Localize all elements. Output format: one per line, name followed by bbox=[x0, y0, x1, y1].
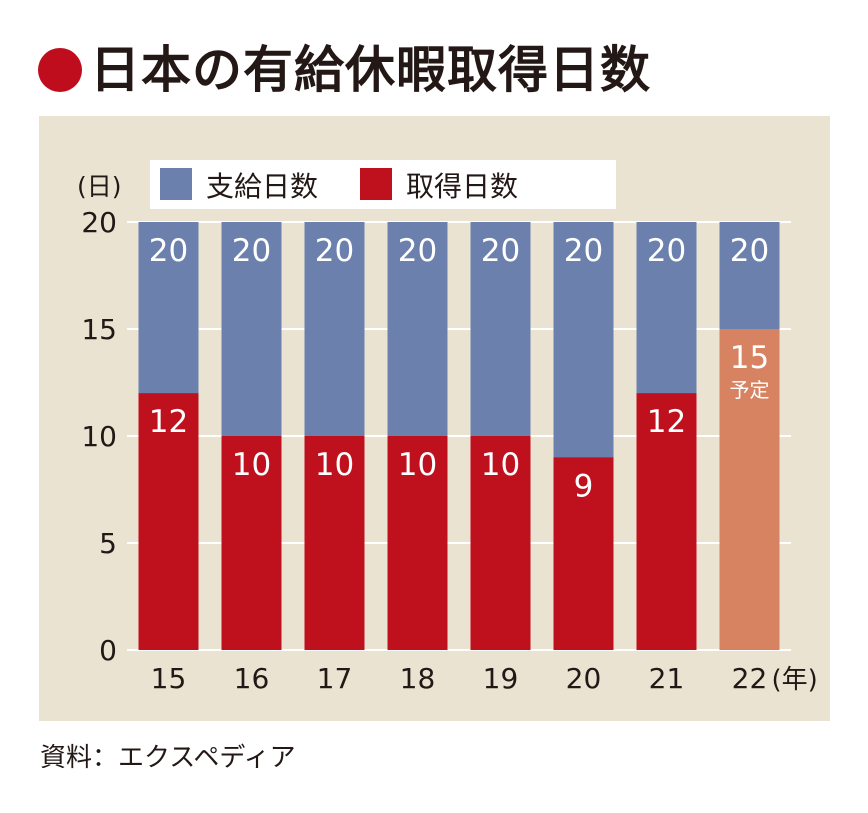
bar-taken bbox=[304, 436, 365, 650]
data-label-taken: 12 bbox=[149, 404, 188, 440]
bar-planned bbox=[719, 329, 780, 650]
data-label-taken: 10 bbox=[232, 447, 271, 483]
data-label-granted: 20 bbox=[315, 233, 354, 269]
title-bullet-icon bbox=[38, 48, 82, 92]
y-tick-label: 5 bbox=[99, 527, 117, 560]
data-label-granted: 20 bbox=[647, 233, 686, 269]
y-tick-label: 10 bbox=[81, 420, 117, 453]
x-tick-label: 18 bbox=[400, 662, 436, 695]
bar-taken bbox=[636, 393, 697, 650]
y-tick-label: 20 bbox=[81, 206, 117, 239]
data-label-granted: 20 bbox=[564, 233, 603, 269]
x-unit-label: (年) bbox=[772, 665, 818, 695]
bar-taken bbox=[553, 457, 614, 650]
x-tick-label: 17 bbox=[317, 662, 353, 695]
data-label-taken: 9 bbox=[574, 468, 594, 504]
data-label-taken: 10 bbox=[481, 447, 520, 483]
bar-taken bbox=[138, 393, 199, 650]
x-tick-label: 19 bbox=[483, 662, 519, 695]
data-label-taken: 12 bbox=[647, 404, 686, 440]
x-tick-label: 21 bbox=[649, 662, 685, 695]
x-tick-label: 15 bbox=[151, 662, 187, 695]
source-note: 資料：エクスペディア bbox=[40, 743, 296, 773]
planned-note: 予定 bbox=[730, 378, 770, 402]
legend-label-1: 支給日数 bbox=[206, 170, 318, 203]
legend-label-2: 取得日数 bbox=[406, 170, 518, 203]
data-label-taken: 15 bbox=[730, 340, 769, 376]
x-tick-label: 16 bbox=[234, 662, 270, 695]
data-label-granted: 20 bbox=[398, 233, 437, 269]
data-label-granted: 20 bbox=[730, 233, 769, 269]
x-tick-label: 22 bbox=[732, 662, 768, 695]
legend-swatch-1 bbox=[160, 168, 192, 200]
chart-panel: 0 5 10 15 20 (日) 支給日数 取得日数 20 12 15 20 10 16 20 10 17 20 1… bbox=[39, 116, 830, 721]
data-label-taken: 10 bbox=[398, 447, 437, 483]
bar-taken bbox=[221, 436, 282, 650]
y-tick-label: 15 bbox=[81, 313, 117, 346]
data-label-granted: 20 bbox=[232, 233, 271, 269]
data-label-taken: 10 bbox=[315, 447, 354, 483]
chart-title: 日本の有給休暇取得日数 bbox=[38, 40, 651, 100]
y-tick-label: 0 bbox=[99, 634, 117, 667]
bar-chart: 0 5 10 15 20 (日) 支給日数 取得日数 20 12 15 20 10 16 20 10 17 20 1… bbox=[77, 160, 818, 695]
legend-swatch-2 bbox=[360, 168, 392, 200]
data-label-granted: 20 bbox=[481, 233, 520, 269]
y-unit-label: (日) bbox=[77, 172, 122, 201]
title-text: 日本の有給休暇取得日数 bbox=[90, 41, 651, 99]
x-tick-label: 20 bbox=[566, 662, 602, 695]
data-label-granted: 20 bbox=[149, 233, 188, 269]
bar-taken bbox=[387, 436, 448, 650]
bar-taken bbox=[470, 436, 531, 650]
